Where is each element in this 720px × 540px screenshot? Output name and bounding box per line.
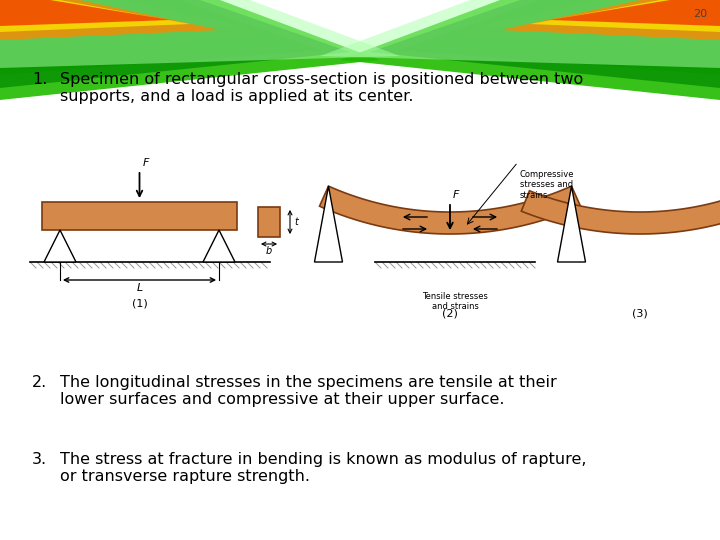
- Text: t: t: [294, 217, 298, 227]
- Text: (2): (2): [442, 308, 458, 318]
- Polygon shape: [0, 0, 170, 26]
- Text: Tensile stresses
and strains: Tensile stresses and strains: [422, 292, 488, 312]
- Text: Specimen of rectangular cross-section is positioned between two
supports, and a : Specimen of rectangular cross-section is…: [60, 72, 583, 104]
- Polygon shape: [0, 0, 240, 36]
- Polygon shape: [0, 0, 350, 88]
- Text: Compressive
stresses and
strains: Compressive stresses and strains: [520, 170, 575, 200]
- Polygon shape: [340, 0, 720, 100]
- Polygon shape: [557, 186, 585, 262]
- Text: F: F: [453, 190, 459, 200]
- Polygon shape: [44, 230, 76, 262]
- Polygon shape: [315, 186, 343, 262]
- Text: (1): (1): [132, 298, 148, 308]
- Polygon shape: [203, 230, 235, 262]
- Polygon shape: [320, 0, 720, 68]
- Polygon shape: [0, 0, 190, 32]
- Text: 20: 20: [693, 9, 707, 19]
- Polygon shape: [550, 0, 720, 26]
- Text: L: L: [136, 283, 143, 293]
- Polygon shape: [320, 186, 580, 234]
- Text: 3.: 3.: [32, 452, 47, 467]
- Text: The stress at fracture in bending is known as modulus of rapture,
or transverse : The stress at fracture in bending is kno…: [60, 452, 587, 484]
- Text: (3): (3): [632, 308, 648, 318]
- Polygon shape: [420, 0, 720, 62]
- Polygon shape: [0, 0, 270, 48]
- Text: The longitudinal stresses in the specimens are tensile at their
lower surfaces a: The longitudinal stresses in the specime…: [60, 375, 557, 407]
- Polygon shape: [0, 0, 210, 25]
- Polygon shape: [0, 0, 380, 100]
- Polygon shape: [450, 0, 720, 48]
- Polygon shape: [400, 0, 720, 75]
- Polygon shape: [530, 0, 720, 32]
- Bar: [258, 207, 280, 237]
- Text: F: F: [143, 158, 149, 168]
- Polygon shape: [370, 0, 720, 88]
- Text: 2.: 2.: [32, 375, 48, 390]
- Polygon shape: [0, 0, 320, 75]
- Polygon shape: [0, 0, 300, 62]
- Bar: [42, 202, 237, 230]
- Polygon shape: [0, 0, 400, 68]
- Polygon shape: [510, 0, 720, 25]
- Polygon shape: [480, 0, 720, 36]
- Polygon shape: [0, 0, 220, 40]
- Polygon shape: [500, 0, 720, 40]
- Polygon shape: [521, 191, 720, 234]
- Text: 1.: 1.: [32, 72, 48, 87]
- Text: b: b: [266, 246, 272, 256]
